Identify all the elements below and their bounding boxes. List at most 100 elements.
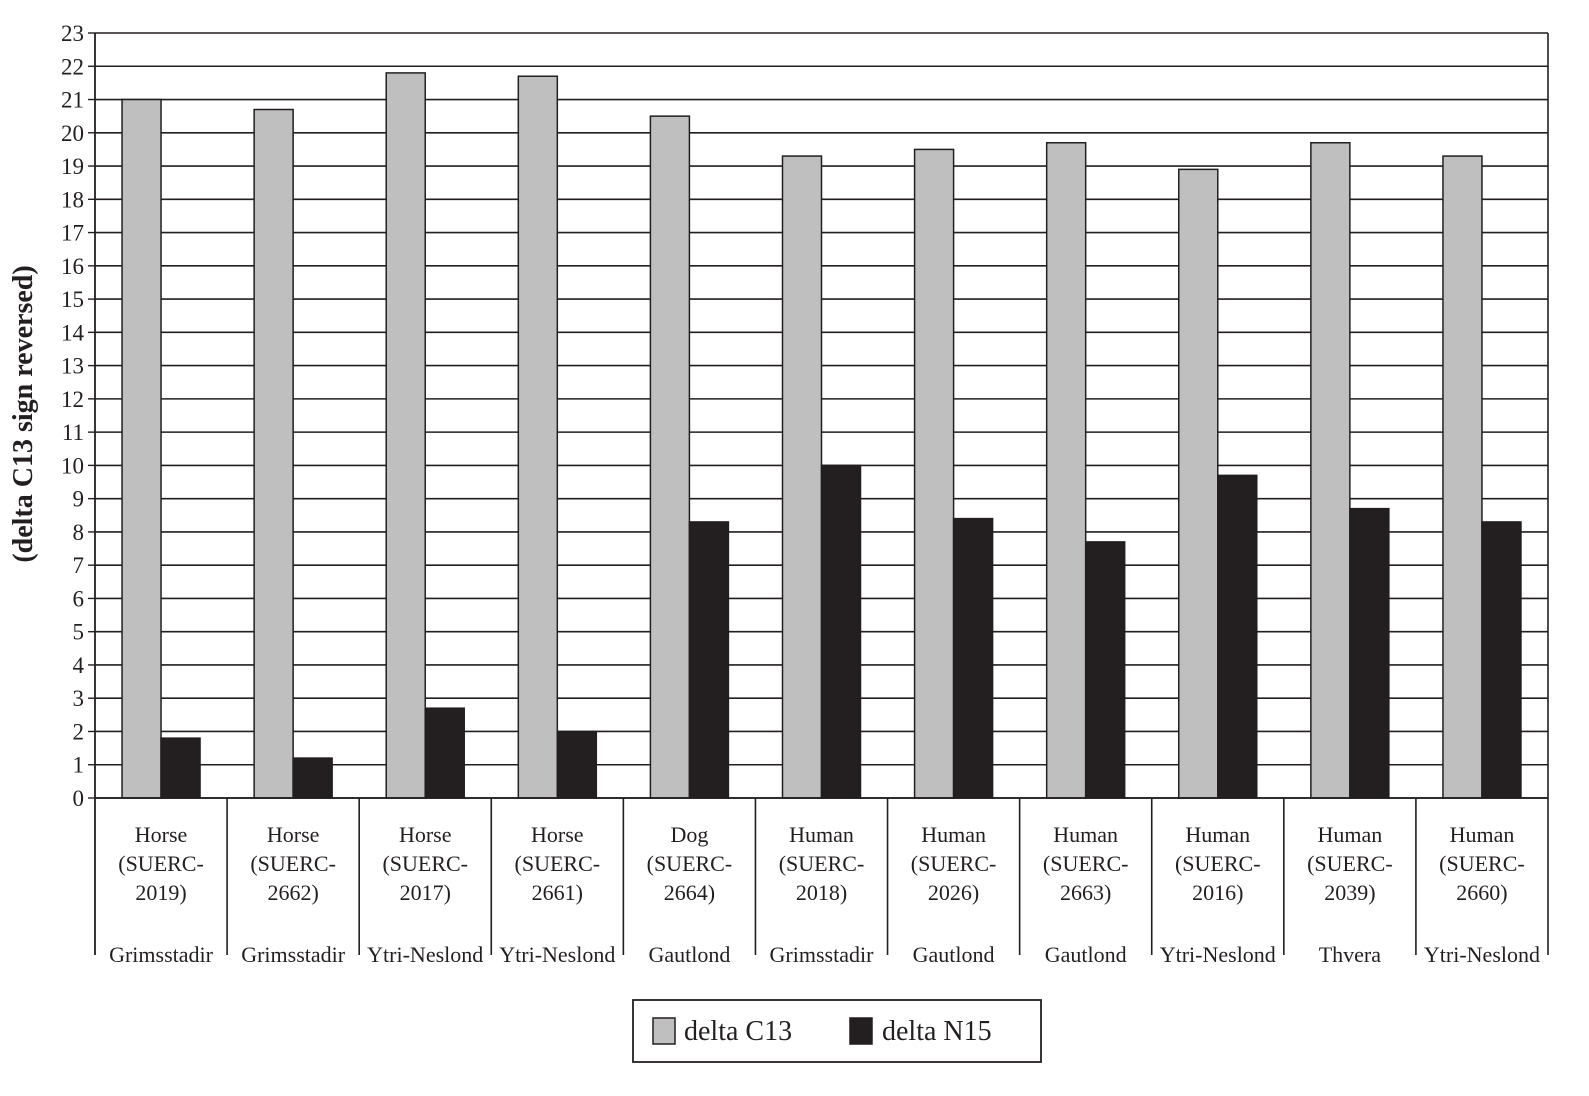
bar-delta-c13 bbox=[781, 155, 823, 799]
bars bbox=[121, 72, 1522, 799]
y-tick-label: 19 bbox=[61, 154, 84, 179]
x-category-label: Human bbox=[1053, 822, 1118, 847]
x-category-label: Horse bbox=[531, 822, 584, 847]
x-category-label: 2019) bbox=[135, 880, 186, 905]
x-category-label: (SUERC- bbox=[250, 851, 336, 876]
x-category-label: (SUERC- bbox=[1307, 851, 1393, 876]
x-category-label: 2664) bbox=[664, 880, 715, 905]
bar-delta-n15 bbox=[160, 737, 201, 799]
x-site-label: Ytri-Neslond bbox=[367, 942, 483, 967]
x-category-label: 2017) bbox=[400, 880, 451, 905]
bar-delta-c13 bbox=[649, 115, 691, 799]
x-category-label: Human bbox=[1450, 822, 1515, 847]
y-tick-label: 6 bbox=[73, 586, 85, 611]
x-site-label: Grimsstadir bbox=[770, 942, 875, 967]
bar-delta-n15 bbox=[1349, 507, 1390, 799]
y-tick-label: 2 bbox=[73, 719, 85, 744]
x-category-label: (SUERC- bbox=[515, 851, 601, 876]
bar-delta-c13 bbox=[1442, 155, 1483, 799]
legend-swatch bbox=[652, 1017, 676, 1045]
bar-delta-c13 bbox=[1178, 168, 1219, 799]
x-site-label: Ytri-Neslond bbox=[499, 942, 615, 967]
legend-box bbox=[632, 999, 1042, 1063]
y-tick-label: 0 bbox=[73, 786, 85, 811]
bar-delta-c13 bbox=[385, 72, 426, 799]
y-axis-label: (delta C13 sign reversed) bbox=[8, 265, 39, 562]
y-tick-label: 4 bbox=[73, 653, 85, 678]
x-category-label: Horse bbox=[267, 822, 320, 847]
y-tick-label: 11 bbox=[62, 420, 84, 445]
y-tick-label: 3 bbox=[73, 686, 85, 711]
y-tick-label: 16 bbox=[61, 254, 84, 279]
x-category-label: 2663) bbox=[1060, 880, 1111, 905]
y-tick-label: 10 bbox=[61, 453, 84, 478]
bar-delta-n15 bbox=[556, 730, 598, 799]
y-tick-label: 13 bbox=[61, 354, 84, 379]
x-site-label: Grimsstadir bbox=[109, 942, 214, 967]
bar-delta-c13 bbox=[253, 108, 294, 799]
bar-delta-n15 bbox=[292, 757, 333, 799]
x-site-label: Gautlond bbox=[1045, 942, 1127, 967]
x-category-label: 2039) bbox=[1324, 880, 1375, 905]
x-category-label: (SUERC- bbox=[1439, 851, 1525, 876]
y-tick-label: 12 bbox=[61, 387, 84, 412]
bar-delta-n15 bbox=[1217, 474, 1258, 799]
bar-delta-n15 bbox=[1481, 521, 1522, 799]
y-tick-label: 15 bbox=[61, 287, 84, 312]
x-category-labels: Horse (SUERC- 2019) Grimsstadir Horse (SUERC-… bbox=[109, 822, 1540, 967]
x-site-label: Grimsstadir bbox=[241, 942, 346, 967]
y-tick-label: 5 bbox=[73, 620, 85, 645]
x-category-label: 2661) bbox=[532, 880, 583, 905]
x-category-label: Human bbox=[1317, 822, 1382, 847]
y-tick-label: 1 bbox=[73, 753, 85, 778]
y-tick-label: 23 bbox=[61, 21, 84, 46]
x-site-label: Gautlond bbox=[648, 942, 730, 967]
legend-label: delta N15 bbox=[882, 1016, 992, 1047]
x-category-label: Horse bbox=[135, 822, 188, 847]
x-category-label: (SUERC- bbox=[1175, 851, 1261, 876]
legend: delta C13 delta N15 bbox=[632, 999, 1042, 1063]
bar-delta-c13 bbox=[1045, 142, 1087, 799]
bar-delta-n15 bbox=[952, 517, 994, 799]
y-tick-label: 20 bbox=[61, 121, 84, 146]
x-site-label: Thvera bbox=[1319, 942, 1382, 967]
x-category-label: Horse bbox=[399, 822, 452, 847]
x-category-label: 2660) bbox=[1456, 880, 1507, 905]
bar-delta-c13 bbox=[517, 75, 559, 799]
legend-swatch bbox=[849, 1017, 873, 1045]
y-tick-label: 22 bbox=[61, 54, 84, 79]
axes bbox=[88, 32, 1549, 955]
y-tick-label: 18 bbox=[61, 187, 84, 212]
y-tick-label: 9 bbox=[73, 487, 85, 512]
x-category-label: (SUERC- bbox=[1043, 851, 1129, 876]
y-tick-label: 17 bbox=[61, 221, 84, 246]
x-category-label: (SUERC- bbox=[647, 851, 733, 876]
x-category-label: Dog bbox=[670, 822, 708, 847]
bar-delta-c13 bbox=[913, 148, 955, 799]
legend-label: delta C13 bbox=[684, 1016, 792, 1047]
x-category-label: 2662) bbox=[267, 880, 318, 905]
bar-delta-n15 bbox=[1084, 541, 1126, 799]
x-category-label: (SUERC- bbox=[118, 851, 204, 876]
bar-delta-n15 bbox=[424, 707, 465, 799]
x-category-label: (SUERC- bbox=[911, 851, 997, 876]
bar-delta-c13 bbox=[121, 98, 162, 799]
bar-delta-n15 bbox=[688, 521, 730, 799]
x-category-label: (SUERC- bbox=[779, 851, 865, 876]
x-category-label: Human bbox=[921, 822, 986, 847]
x-site-label: Ytri-Neslond bbox=[1424, 942, 1540, 967]
y-tick-label: 7 bbox=[73, 553, 85, 578]
x-category-label: Human bbox=[1185, 822, 1250, 847]
bar-delta-n15 bbox=[820, 464, 862, 799]
x-category-label: Human bbox=[789, 822, 854, 847]
x-site-label: Gautlond bbox=[913, 942, 995, 967]
y-tick-label: 8 bbox=[73, 520, 85, 545]
y-tick-label: 21 bbox=[61, 88, 84, 113]
x-category-label: 2026) bbox=[928, 880, 979, 905]
x-category-label: 2016) bbox=[1192, 880, 1243, 905]
bar-delta-c13 bbox=[1310, 142, 1351, 799]
y-tick-label: 14 bbox=[61, 320, 85, 345]
x-category-label: (SUERC- bbox=[382, 851, 468, 876]
